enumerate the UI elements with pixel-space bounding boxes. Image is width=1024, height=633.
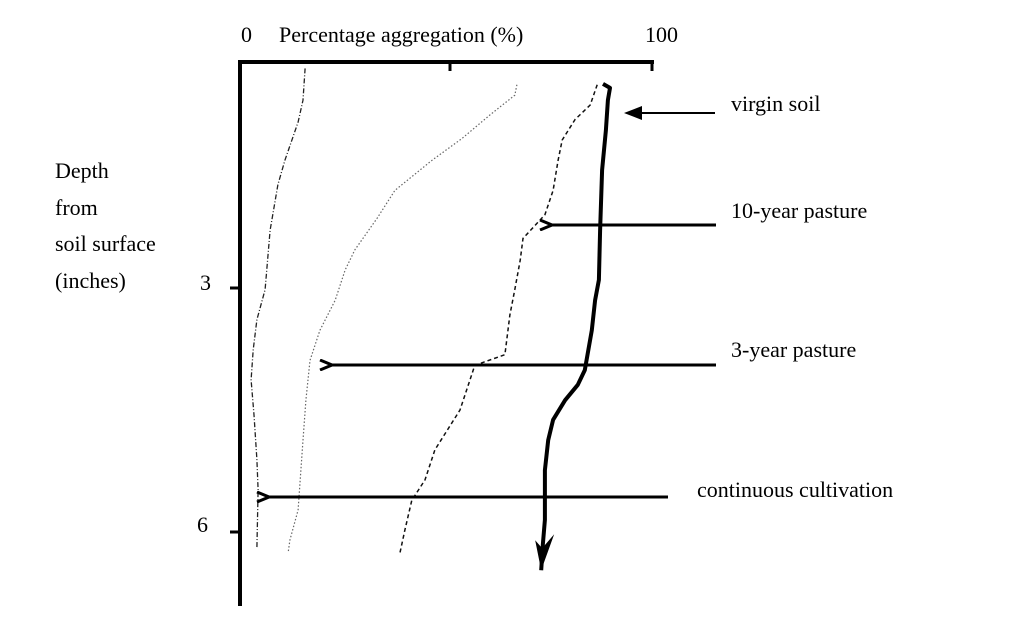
x-tick-label-0: 0 [241,22,252,47]
series-group [250,68,612,571]
y-axis-label-line-4: (inches) [55,268,126,293]
series-line-continuous-cultivation [250,68,306,549]
y-axis-label-line-2: from [55,195,98,220]
y-tick-label-3: 3 [200,270,211,295]
x-tick-label-100: 100 [645,22,678,47]
y-axis-label-line-3: soil surface [55,231,156,256]
x-axis-label: Percentage aggregation (%) [279,22,523,47]
annotation-continuous-cultivation: continuous cultivation [697,477,893,502]
y-tick-label-6: 6 [197,512,208,537]
series-line-3-year-pasture [287,84,518,553]
arrowhead-virgin-soil [624,106,642,120]
series-line-10-year-pasture [399,84,598,554]
virgin-soil-arrowhead [535,534,555,571]
annotation-3-year-pasture: 3-year pasture [731,337,856,362]
series-line-virgin-soil [539,82,612,571]
y-axis-label-line-1: Depth [55,158,109,183]
annotation-virgin-soil: virgin soil [731,91,820,116]
annotations: virgin soil 10-year pasture 3-year pastu… [269,91,893,502]
axes: 0 Percentage aggregation (%) 100 3 6 Dep… [55,22,678,606]
annotation-10-year-pasture: 10-year pasture [731,198,867,223]
